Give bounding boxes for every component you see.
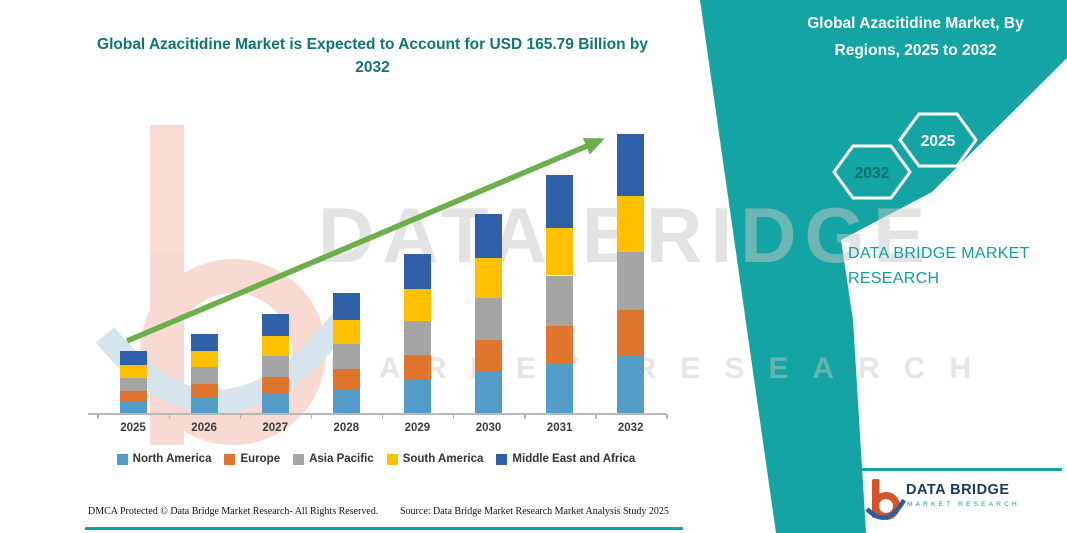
legend-item: North America [116, 453, 212, 465]
legend-swatch [293, 453, 305, 465]
bar-segment-europe [475, 340, 502, 372]
watermark-text-line2: MARKET RESEARCH [330, 352, 996, 385]
bar-segment-asia-pacific [475, 297, 502, 341]
axis-tick [310, 414, 313, 419]
axis-tick [524, 414, 526, 419]
bar-segment-north-america [546, 363, 574, 414]
hexagon-2025-outline [898, 112, 978, 168]
bar-segment-asia-pacific [119, 377, 147, 391]
bar-segment-asia-pacific [332, 343, 360, 370]
axis-tick [168, 414, 171, 419]
bar-segment-europe [546, 325, 574, 364]
axis-tick [97, 414, 99, 419]
legend-label: Middle East and Africa [512, 453, 636, 465]
bar-segment-asia-pacific [403, 321, 431, 355]
x-axis-line [88, 413, 666, 415]
bar-segment-europe [332, 369, 360, 389]
bar-segment-europe [403, 354, 431, 381]
bar-segment-europe [617, 310, 645, 356]
bar-segment-south-america [261, 336, 289, 357]
axis-tick [452, 414, 455, 419]
databridge-logo-icon [865, 479, 906, 520]
legend-item: Asia Pacific [293, 453, 374, 465]
legend-swatch [116, 453, 128, 465]
x-axis-label: 2027 [262, 422, 288, 434]
bar-segment-middle-east-and-africa [617, 133, 645, 196]
axis-tick [666, 414, 668, 419]
axis-tick [381, 414, 384, 419]
logo-b-stem [872, 479, 880, 518]
bar-segment-south-america [546, 227, 574, 276]
bar-segment-middle-east-and-africa [332, 293, 360, 320]
legend-swatch [224, 453, 236, 465]
footer-divider [85, 527, 683, 530]
legend-label: Europe [240, 453, 281, 465]
logo-wordmark: DATA BRIDGE [906, 482, 1010, 498]
logo-tagline: MARKET RESEARCH [907, 501, 1020, 508]
legend-item: Europe [224, 453, 280, 465]
bar-segment-middle-east-and-africa [119, 351, 147, 365]
bar-segment-europe [119, 390, 147, 401]
watermark-logo-stem [150, 125, 184, 445]
chart-legend: North America Europe Asia Pacific South Ame… [80, 453, 672, 465]
logo-b-bowl [872, 492, 900, 520]
legend-label: South America [402, 453, 484, 465]
bar-segment-middle-east-and-africa [261, 314, 289, 337]
bar-segment-middle-east-and-africa [403, 254, 431, 290]
side-panel-title: Global Azacitidine Market, By Regions, 2… [807, 15, 1024, 59]
bar-segment-south-america [332, 319, 360, 344]
footer-dmca: DMCA Protected © Data Bridge Market Rese… [88, 506, 379, 517]
bar-segment-north-america [403, 380, 431, 414]
logo-divider [858, 468, 1062, 471]
bar-segment-europe [190, 384, 218, 398]
bar-segment-asia-pacific [190, 367, 218, 385]
bar-segment-europe [261, 377, 289, 394]
bar-segment-middle-east-and-africa [190, 333, 218, 352]
legend-swatch [386, 453, 398, 465]
brand-caption: DATA BRIDGE MARKET RESEARCH [848, 245, 1030, 287]
bar-segment-south-america [475, 257, 502, 298]
bar-segment-middle-east-and-africa [546, 175, 574, 228]
chart-title: Global Azacitidine Market is Expected to… [97, 36, 648, 76]
bar-segment-middle-east-and-africa [475, 214, 502, 258]
legend-label: Asia Pacific [309, 453, 374, 465]
hexagon-2025-label: 2025 [921, 133, 956, 150]
bar-segment-north-america [261, 393, 289, 414]
legend-label: North America [132, 453, 212, 465]
legend-item: South America [386, 453, 484, 465]
bar-segment-north-america [119, 400, 147, 414]
hexagon-2025: 2025 [898, 112, 978, 168]
x-axis-label: 2030 [475, 422, 502, 434]
x-axis-label: 2025 [120, 422, 146, 434]
x-axis-label: 2028 [333, 422, 360, 434]
bar-segment-north-america [475, 371, 502, 414]
legend-swatch [496, 453, 508, 465]
axis-tick [595, 414, 597, 419]
logo-swoosh [865, 498, 906, 520]
axis-tick [239, 414, 242, 419]
hexagon-2032-label: 2032 [855, 165, 889, 182]
bar-segment-asia-pacific [617, 251, 645, 311]
bar-segment-north-america [332, 388, 360, 414]
bar-segment-south-america [190, 351, 218, 368]
bar-segment-asia-pacific [546, 275, 574, 326]
legend-item: Middle East and Africa [496, 453, 635, 465]
footer-source: Source: Data Bridge Market Research Mark… [400, 506, 669, 517]
bar-segment-asia-pacific [261, 356, 289, 377]
bar-segment-south-america [119, 364, 147, 378]
bar-segment-north-america [190, 397, 218, 414]
x-axis-label: 2026 [191, 422, 217, 434]
x-axis-label: 2029 [404, 422, 431, 434]
x-axis-label: 2032 [617, 422, 644, 434]
bar-segment-south-america [617, 195, 645, 252]
bar-segment-north-america [617, 355, 645, 414]
x-axis-label: 2031 [546, 422, 573, 434]
bar-segment-south-america [403, 289, 431, 322]
